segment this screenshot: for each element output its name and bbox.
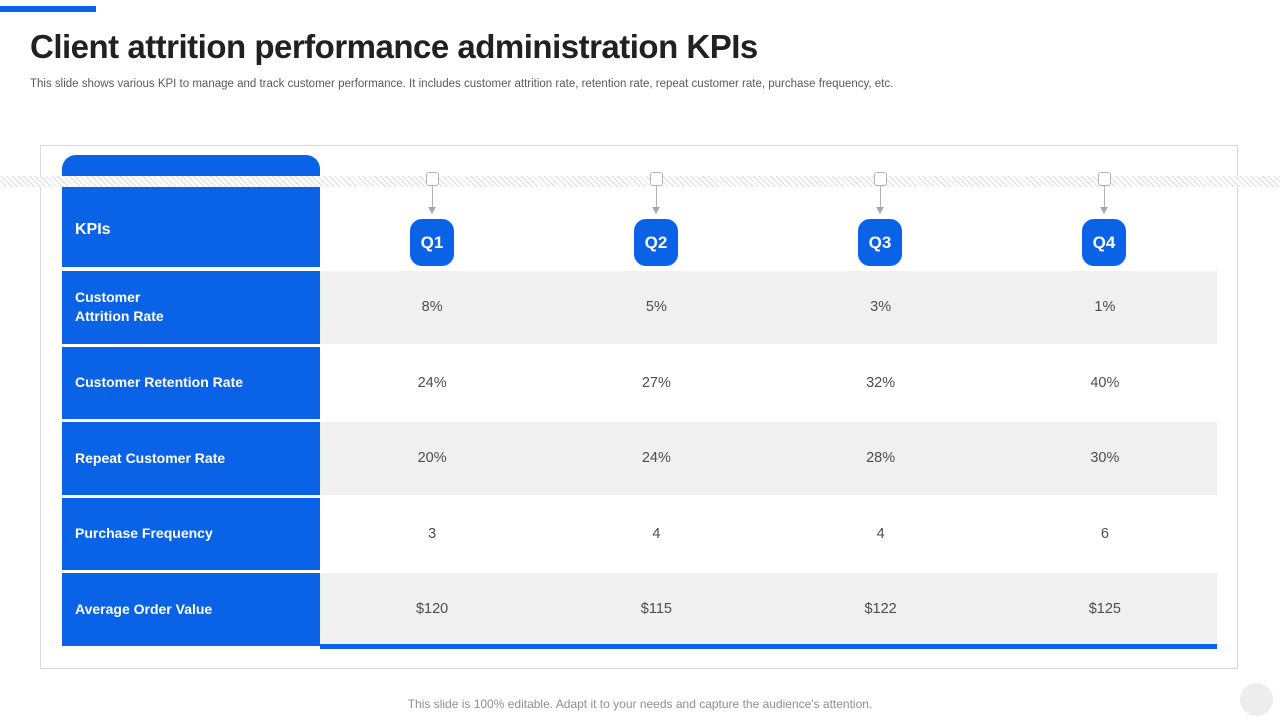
table-underline-bar [320,644,1217,649]
connector-node-icon [425,172,439,186]
connector-node-icon [649,172,663,186]
table-cell: $120 [415,601,449,618]
table-row: Average Order Value $120 $115 $122 $125 [62,573,1217,646]
top-accent-bar [0,6,96,12]
column-header-q3: Q3 [858,172,902,266]
connector-node-icon [873,172,887,186]
q1-badge: Q1 [410,219,454,266]
kpi-header-label: KPIs [75,221,111,238]
table-cell: 32% [866,374,896,391]
q4-badge: Q4 [1082,219,1126,266]
row-label: Average Order Value [62,573,320,646]
table-cell: 1% [1094,299,1116,316]
column-header-q1: Q1 [410,172,454,266]
page-subtitle: This slide shows various KPI to manage a… [30,78,894,90]
row-cells: 20% 24% 28% 30% [320,422,1217,495]
column-header-q2: Q2 [634,172,678,266]
table-cell: 40% [1090,374,1120,391]
table-cell: 24% [417,374,447,391]
row-cells: 24% 27% 32% 40% [320,346,1217,419]
q3-badge: Q3 [858,219,902,266]
table-row: Customer Retention Rate 24% 27% 32% 40% [62,346,1217,419]
table-cell: 3% [870,299,892,316]
table-row: Repeat Customer Rate 20% 24% 28% 30% [62,422,1217,495]
table-cell: 4 [652,525,661,542]
row-label: Repeat Customer Rate [62,422,320,495]
connector-line [655,186,657,207]
arrow-down-icon [428,207,436,218]
table-row: Customer Attrition Rate 8% 5% 3% 1% [62,271,1217,344]
table-cell: 8% [421,299,443,316]
table-cell: 30% [1090,450,1120,467]
table-cell: 28% [866,450,896,467]
kpi-header-cell: KPIs [62,155,320,267]
table-cell: 24% [641,450,671,467]
row-label: Purchase Frequency [62,497,320,570]
table-cell: $122 [864,601,897,618]
row-label: Customer Attrition Rate [62,271,320,344]
table-cell: $125 [1088,601,1121,618]
arrow-down-icon [876,207,884,218]
table-cell: 27% [641,374,671,391]
table-cell: $115 [640,601,672,618]
row-label: Customer Retention Rate [62,346,320,419]
kpi-table-body: Customer Attrition Rate 8% 5% 3% 1% Cust… [62,271,1217,646]
connector-line [1103,186,1105,207]
hatch-divider-band [0,176,1280,187]
footer-note: This slide is 100% editable. Adapt it to… [407,697,873,711]
table-cell: 3 [428,525,437,542]
connector-line [879,186,881,207]
connector-node-icon [1097,172,1111,186]
connector-line [431,186,433,207]
row-cells: $120 $115 $122 $125 [320,573,1217,646]
table-cell: 6 [1100,525,1109,542]
table-cell: 4 [876,525,885,542]
table-cell: 20% [417,450,447,467]
q2-badge: Q2 [634,219,678,266]
page-title: Client attrition performance administrat… [30,28,758,65]
table-cell: 5% [645,299,667,316]
row-cells: 8% 5% 3% 1% [320,271,1217,344]
column-header-q4: Q4 [1082,172,1126,266]
arrow-down-icon [652,207,660,218]
row-cells: 3 4 4 6 [320,497,1217,570]
table-row: Purchase Frequency 3 4 4 6 [62,497,1217,570]
corner-decoration-circle [1240,683,1273,716]
arrow-down-icon [1100,207,1108,218]
